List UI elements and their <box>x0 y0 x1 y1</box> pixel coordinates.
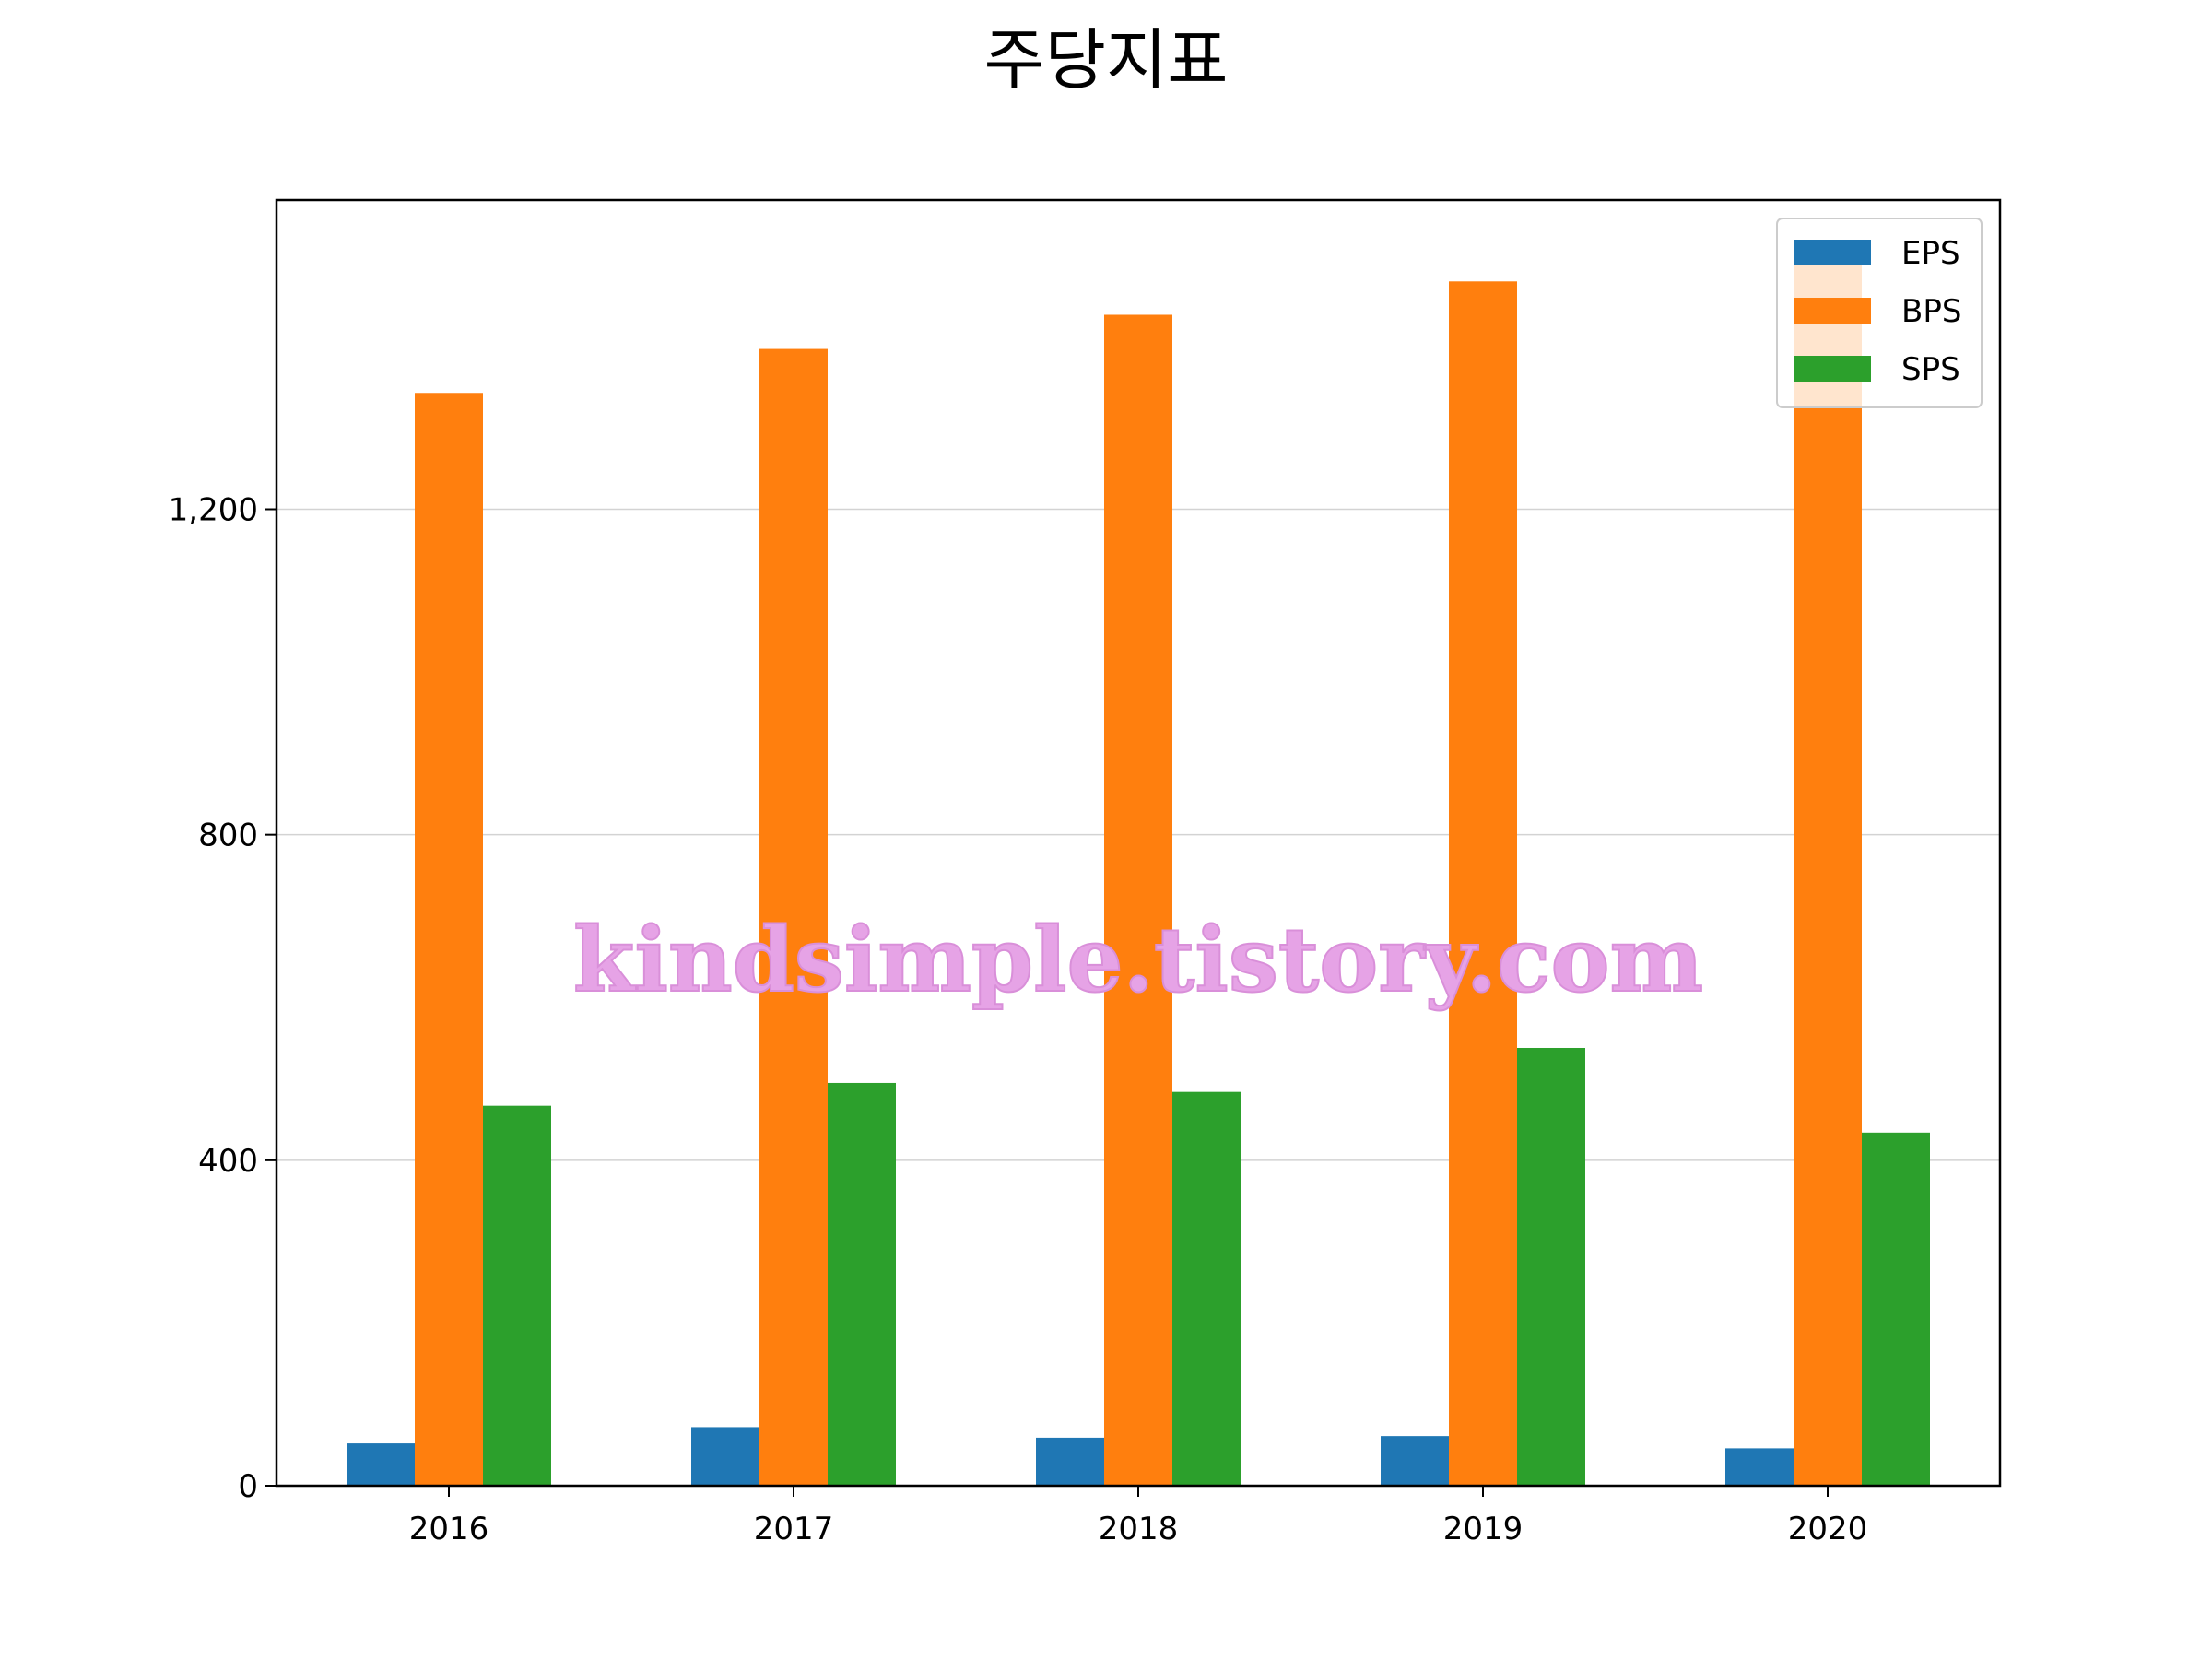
x-tick-label: 2017 <box>754 1511 834 1547</box>
legend-label-bps: BPS <box>1901 293 1961 330</box>
legend-label-eps: EPS <box>1901 235 1960 272</box>
x-tick-label: 2020 <box>1788 1511 1868 1547</box>
bar-eps-2019 <box>1381 1436 1449 1486</box>
bar-sps-2019 <box>1517 1047 1585 1486</box>
y-tick-label: 0 <box>238 1468 258 1505</box>
x-tick-label: 2016 <box>409 1511 489 1547</box>
y-axis: 0 400 800 1,200 <box>169 492 276 1505</box>
bars <box>347 261 1930 1487</box>
legend-label-sps: SPS <box>1901 351 1960 388</box>
bar-sps-2018 <box>1172 1091 1241 1486</box>
x-tick-label: 2019 <box>1443 1511 1524 1547</box>
bar-bps-2020 <box>1794 261 1862 1486</box>
y-tick-label: 1,200 <box>169 492 258 529</box>
y-tick-label: 800 <box>198 818 258 854</box>
bar-sps-2020 <box>1862 1132 1930 1486</box>
bar-bps-2018 <box>1104 314 1172 1487</box>
legend-swatch-sps <box>1794 356 1871 382</box>
bar-eps-2018 <box>1036 1437 1104 1486</box>
watermark: kindsimple.tistory.com <box>573 908 1703 1012</box>
bar-bps-2017 <box>759 348 828 1487</box>
x-tick-label: 2018 <box>1099 1511 1179 1547</box>
legend-swatch-eps <box>1794 240 1871 265</box>
chart-title: 주당지표 <box>984 21 1229 99</box>
legend: EPS BPS SPS <box>1776 218 1983 408</box>
bar-sps-2017 <box>828 1082 896 1486</box>
bar-sps-2016 <box>483 1105 551 1486</box>
x-axis: 2016 2017 2018 2019 2020 <box>409 1486 1868 1547</box>
bar-bps-2019 <box>1449 281 1517 1486</box>
bar-bps-2016 <box>415 393 483 1486</box>
bar-eps-2020 <box>1725 1448 1794 1486</box>
y-tick-label: 400 <box>198 1143 258 1180</box>
legend-swatch-bps <box>1794 298 1871 324</box>
bar-eps-2016 <box>347 1443 415 1486</box>
bar-eps-2017 <box>691 1427 759 1486</box>
